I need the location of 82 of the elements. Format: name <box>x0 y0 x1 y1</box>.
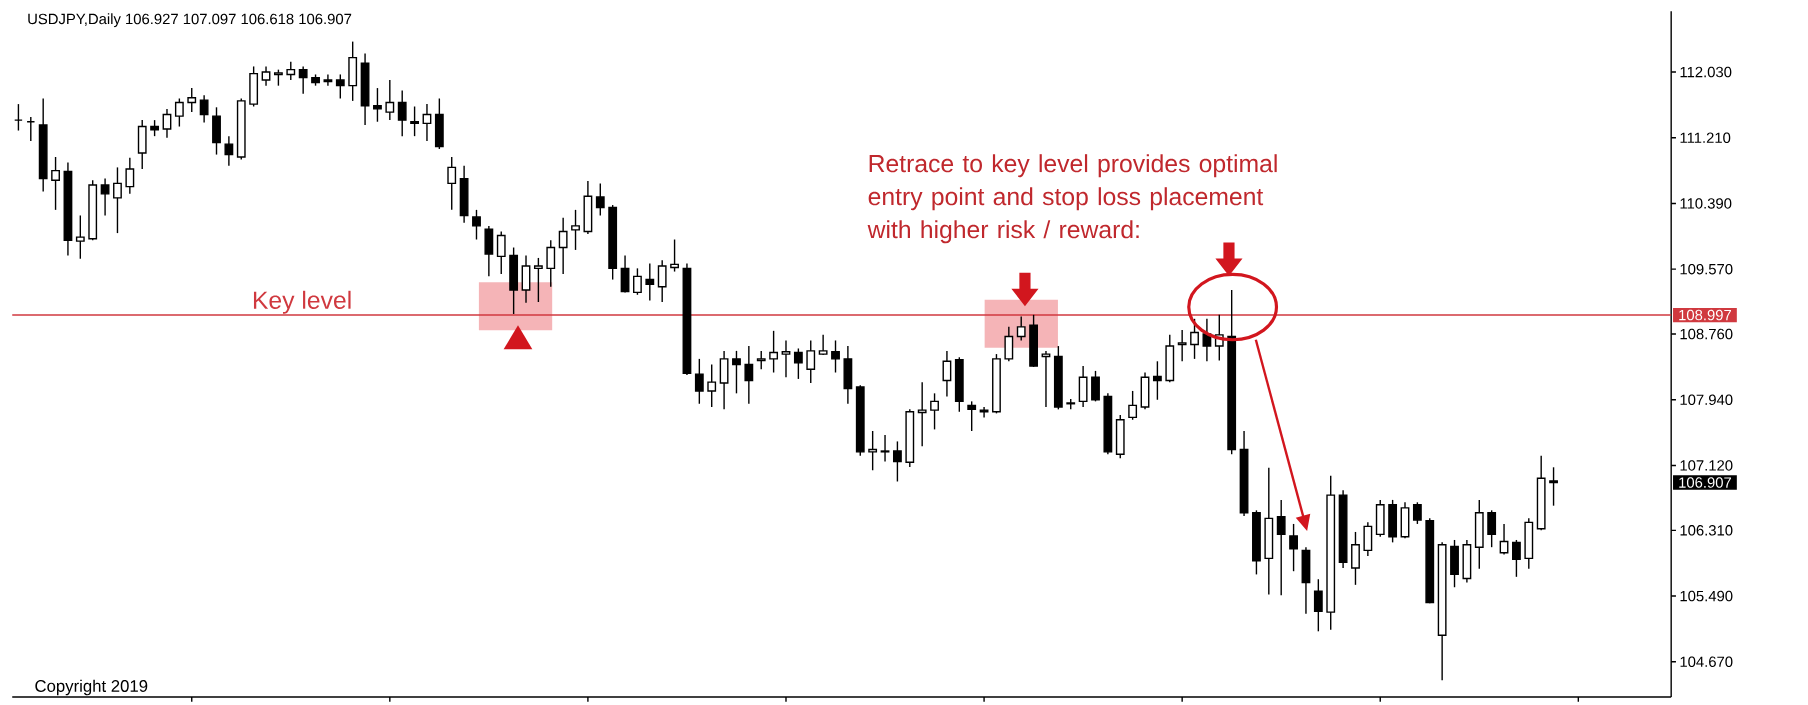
candlestick <box>732 350 741 395</box>
candlestick <box>707 363 717 408</box>
candlestick <box>224 135 234 167</box>
candlestick <box>1128 390 1138 421</box>
candlestick <box>1091 370 1100 403</box>
chart-title: USDJPY,Daily 106.927 107.097 106.618 106.907 <box>28 13 352 28</box>
candlestick <box>410 105 419 137</box>
candlestick <box>298 65 308 95</box>
y-tick-label: 104.670 <box>1680 656 1733 668</box>
y-tick-label: 112.030 <box>1680 66 1732 78</box>
candlestick <box>769 330 779 374</box>
candlestick <box>1016 315 1026 342</box>
candlestick <box>868 430 878 471</box>
candlestick <box>1412 501 1422 525</box>
candlestick <box>1487 509 1497 548</box>
candlestick <box>806 339 816 384</box>
candlestick <box>422 103 432 142</box>
candlestick <box>447 156 457 211</box>
candlestick <box>323 73 333 87</box>
candlestick <box>51 156 60 211</box>
text: 108.997 <box>1679 309 1731 321</box>
candlestick <box>571 209 580 251</box>
candlestick <box>1004 326 1014 362</box>
ref-line-label: Key level <box>253 290 351 314</box>
candlestick <box>694 358 704 405</box>
annotation: Retrace to key level provides optimal entry point and stop loss placement with higher risk / reward: <box>867 154 1277 244</box>
candlestick <box>1351 531 1360 586</box>
candlestick <box>397 89 407 137</box>
y-tick-label: 110.390 <box>1680 198 1732 209</box>
candlestick <box>818 334 828 356</box>
candlestick <box>1289 523 1298 572</box>
candlestick <box>979 406 989 419</box>
candlestick <box>187 87 197 113</box>
candlestick <box>744 345 754 405</box>
candlestick <box>113 166 122 234</box>
candlestick <box>125 157 135 195</box>
candlestick <box>930 392 939 431</box>
candlestick <box>373 87 382 123</box>
candlestick <box>199 94 209 124</box>
text: 106.907 <box>1679 477 1731 488</box>
candlestick <box>756 350 766 371</box>
y-tick-label: 108.760 <box>1680 328 1733 340</box>
candlestick <box>633 267 642 296</box>
candlestick <box>335 73 345 100</box>
candlestick <box>793 347 803 380</box>
candlestick <box>385 79 395 121</box>
candlestick <box>645 262 655 302</box>
candlestick <box>917 381 927 447</box>
candlestick <box>670 238 679 273</box>
candlestick <box>893 440 902 483</box>
candlestick <box>496 230 506 275</box>
candlestick <box>831 339 840 374</box>
candlestick <box>1041 350 1051 408</box>
candlestick <box>75 214 85 260</box>
candlestick <box>1512 539 1521 578</box>
candlestick <box>967 400 977 432</box>
annotation: Copyright 2019 <box>35 679 148 696</box>
candlestick <box>1177 329 1187 362</box>
candlestick <box>472 209 481 241</box>
candlestick <box>286 60 296 81</box>
y-tick-label: 109.570 <box>1680 263 1733 275</box>
y-tick-label: 105.490 <box>1680 590 1733 602</box>
candlestick <box>174 97 184 128</box>
candlestick <box>880 434 890 463</box>
candlestick <box>546 239 556 288</box>
candlestick <box>595 182 605 217</box>
candlestick <box>1276 499 1286 596</box>
y-tick-label: 107.940 <box>1680 394 1733 406</box>
candlestick <box>533 257 543 303</box>
candlestick <box>261 65 271 87</box>
candlestick <box>100 177 110 217</box>
candlestick <box>1190 318 1199 360</box>
y-tick-label: 111.210 <box>1680 132 1731 144</box>
y-tick-label: 107.120 <box>1680 460 1733 471</box>
candlestick <box>162 108 172 139</box>
candlestick <box>657 259 667 303</box>
candlestick <box>781 339 791 379</box>
candlestick <box>1152 360 1162 401</box>
candlestick <box>1313 578 1323 633</box>
candlestick <box>558 217 568 275</box>
candlestick <box>1549 466 1558 507</box>
y-tick-label: 106.310 <box>1680 525 1733 536</box>
